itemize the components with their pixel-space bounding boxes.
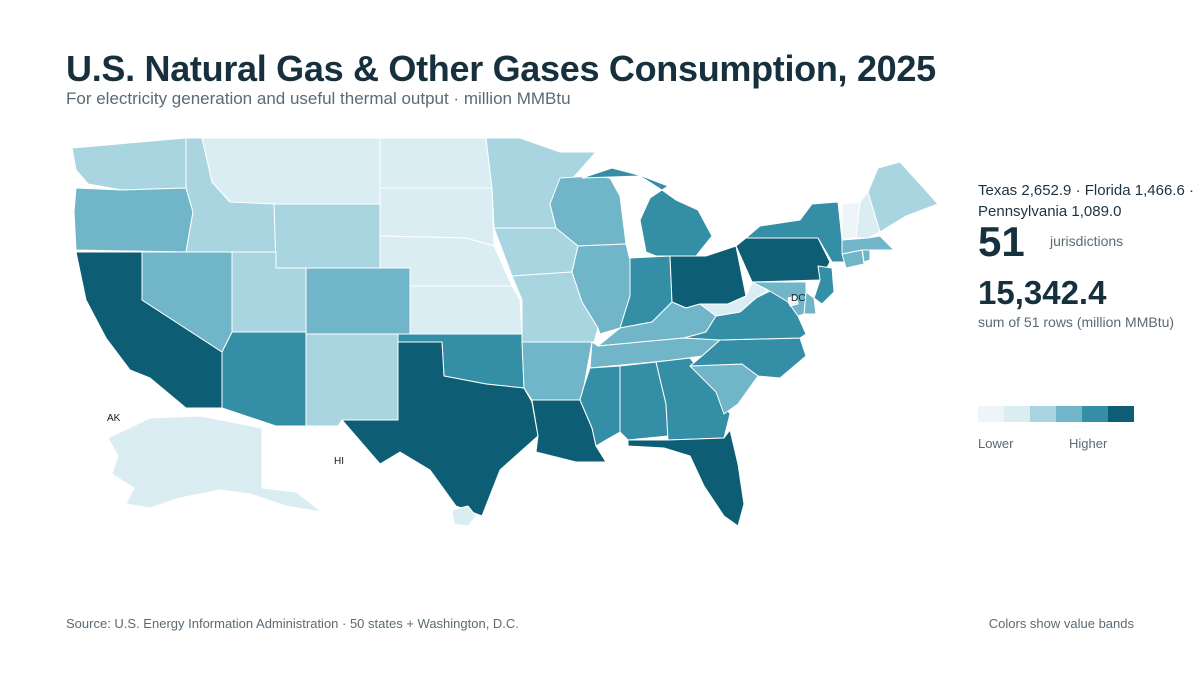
color-note: Colors show value bands [988, 616, 1134, 631]
page-subtitle: For electricity generation and useful th… [66, 89, 571, 108]
state-ks[interactable] [409, 285, 523, 335]
state-nh[interactable] [855, 191, 881, 239]
state-ar[interactable] [521, 341, 593, 401]
jurisdiction-count: 51 [978, 218, 1025, 265]
map-label-hi: HI [334, 456, 344, 467]
legend-band-2 [1004, 406, 1030, 422]
legend-band-3 [1030, 406, 1056, 422]
page-title: U.S. Natural Gas & Other Gases Consumpti… [66, 48, 936, 89]
jurisdiction-count-label: jurisdictions [1050, 233, 1124, 249]
legend-band-6 [1108, 406, 1134, 422]
state-wi[interactable] [549, 175, 627, 247]
state-dc[interactable] [787, 295, 799, 307]
state-il[interactable] [571, 243, 631, 335]
states-layer [71, 137, 939, 527]
state-tx[interactable] [341, 341, 539, 517]
map-label-dc: DC [791, 293, 805, 304]
state-mt[interactable] [201, 137, 381, 205]
state-mi[interactable] [581, 167, 713, 257]
state-ny[interactable] [745, 201, 847, 263]
us-choropleth-map: AK HI DC [71, 137, 939, 527]
state-wy[interactable] [273, 203, 381, 269]
state-az[interactable] [221, 331, 307, 427]
legend-band-1 [978, 406, 1004, 422]
source-note: Source: U.S. Energy Information Administ… [66, 616, 519, 631]
legend-band-4 [1056, 406, 1082, 422]
color-legend [978, 406, 1134, 422]
legend-low-label: Lower [978, 436, 1014, 451]
total-consumption-label: sum of 51 rows (million MMBtu) [978, 314, 1175, 330]
top-states-list: Texas 2,652.9 · Florida 1,466.6 · Pennsy… [978, 182, 1194, 220]
state-fl[interactable] [627, 429, 745, 527]
map-label-ak: AK [107, 413, 121, 424]
state-co[interactable] [305, 267, 411, 335]
state-nm[interactable] [305, 333, 399, 427]
state-ma[interactable] [841, 235, 895, 255]
state-wa[interactable] [71, 137, 187, 191]
total-consumption-value: 15,342.4 [978, 274, 1107, 311]
state-me[interactable] [867, 161, 939, 233]
legend-high-label: Higher [1069, 436, 1108, 451]
legend-band-5 [1082, 406, 1108, 422]
state-ak[interactable] [107, 415, 323, 513]
state-md[interactable] [751, 281, 807, 317]
state-or[interactable] [73, 187, 194, 253]
state-pa[interactable] [735, 237, 831, 283]
state-nd[interactable] [379, 137, 493, 189]
state-hi[interactable] [451, 505, 477, 527]
state-nj[interactable] [813, 265, 835, 305]
